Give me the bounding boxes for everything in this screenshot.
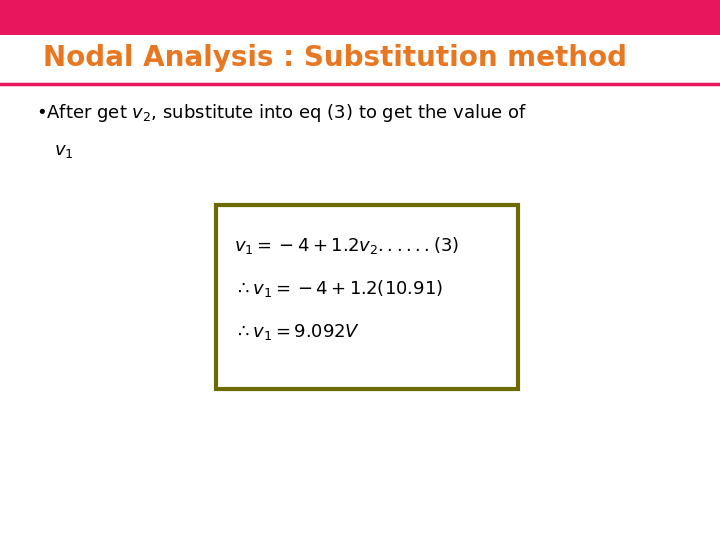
Text: $v_1 = -4 + 1.2v_2 ......(3)$: $v_1 = -4 + 1.2v_2 ......(3)$ [234,235,459,256]
FancyBboxPatch shape [216,205,518,389]
Text: •After get $v_2$, substitute into eq (3) to get the value of: •After get $v_2$, substitute into eq (3)… [36,103,527,124]
Text: $\therefore v_1 = 9.092V$: $\therefore v_1 = 9.092V$ [234,322,360,342]
Bar [0,0,720,35]
Text: Nodal Analysis : Substitution method: Nodal Analysis : Substitution method [43,44,627,72]
Text: $v_1$: $v_1$ [54,142,73,160]
Text: $\therefore v_1 = -4 + 1.2(10.91)$: $\therefore v_1 = -4 + 1.2(10.91)$ [234,279,443,299]
